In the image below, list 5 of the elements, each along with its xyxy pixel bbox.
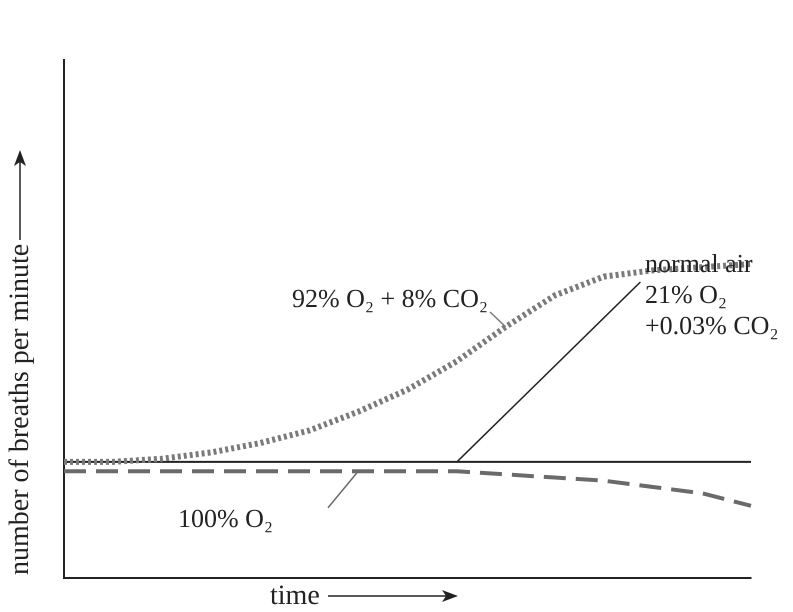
series-label: 92% O₂ + 8% CO₂ <box>292 284 488 313</box>
y-axis-title: number of breaths per minute <box>4 244 35 575</box>
x-axis-title: time <box>270 580 320 611</box>
series-label: 100% O₂ <box>178 504 273 533</box>
text: normal air 21% O₂ +0.03% CO₂ <box>645 248 779 340</box>
